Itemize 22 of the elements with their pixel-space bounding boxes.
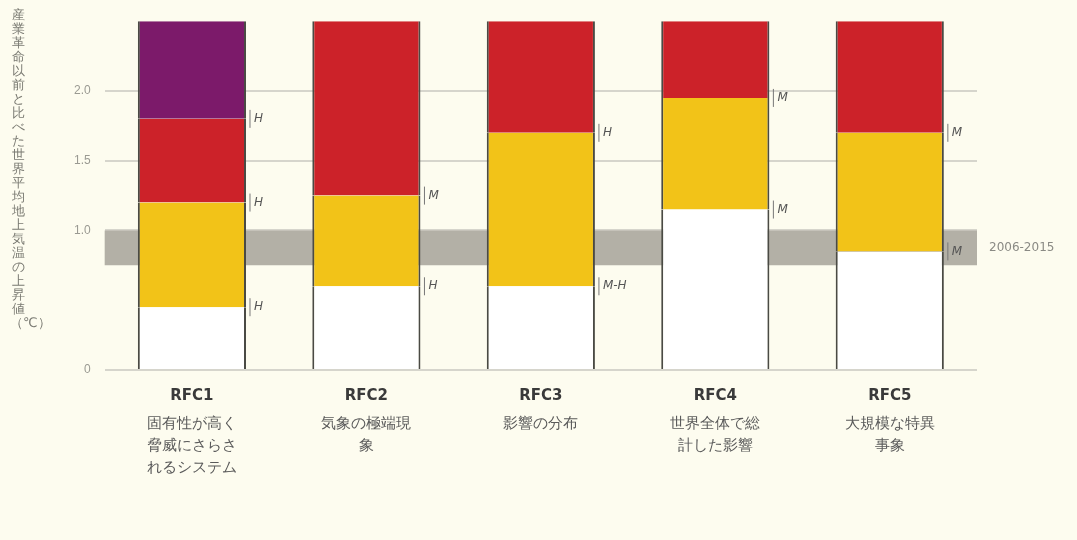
annotation: M <box>777 90 789 105</box>
y-tick-label: 0 <box>83 362 91 377</box>
annotation: M <box>951 243 963 258</box>
annotation: M <box>951 124 963 139</box>
annotation: H <box>254 299 264 314</box>
text: 産業革命以前と比べた世界平均地上気温の上昇値（℃） <box>10 7 51 330</box>
annotation: M <box>428 187 440 202</box>
x-tick-label: RFC3 影響の分布 <box>502 386 580 434</box>
band-label: 2006-2015 <box>989 240 1055 255</box>
y-tick-label: 1.5 <box>73 153 91 168</box>
annotation: H <box>428 278 438 293</box>
x-tick-label: RFC2 気象の極端現象 <box>320 386 413 456</box>
y-tick-label: 2.0 <box>73 83 91 98</box>
annotation: H <box>254 110 264 125</box>
annotation: H <box>254 194 264 209</box>
x-tick-label: RFC1 固有性が高く脅威にさらされるシステム <box>145 386 238 478</box>
x-tick-label: RFC5 大規模な特異事象 <box>843 386 936 456</box>
x-tick-label: RFC4 世界全体で総計した影響 <box>669 386 762 456</box>
y-tick-label: 1.0 <box>73 222 91 237</box>
annotation: M <box>777 201 789 216</box>
annotation: H <box>602 124 612 139</box>
annotation: M-H <box>602 278 627 293</box>
